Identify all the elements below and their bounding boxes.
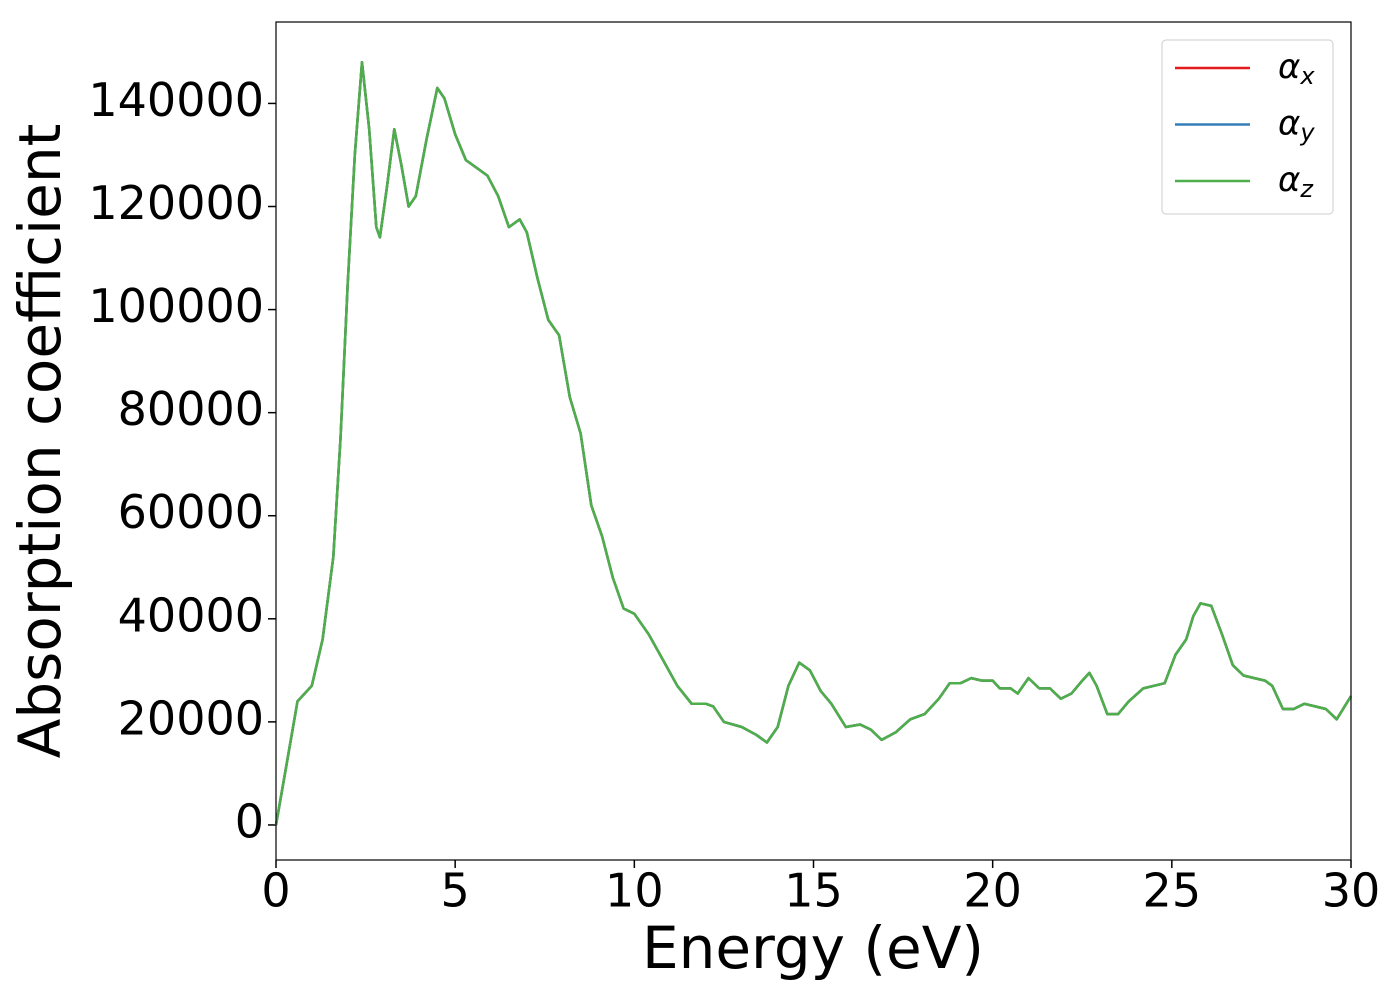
- y-tick-label: 100000: [88, 279, 264, 333]
- x-tick-label: 0: [261, 864, 290, 918]
- y-tick-label: 40000: [118, 588, 264, 642]
- plot-frame: [275, 21, 1352, 861]
- legend-label: αy: [1278, 103, 1315, 147]
- x-tick-label: 25: [1143, 864, 1202, 918]
- y-axis-label: Absorption coefficient: [6, 124, 74, 759]
- legend-box: [1161, 39, 1334, 215]
- y-tick-label: 20000: [118, 691, 264, 745]
- x-tick-label: 30: [1322, 864, 1381, 918]
- x-axis-label: Energy (eV): [642, 914, 984, 982]
- x-tick-label: 5: [441, 864, 470, 918]
- y-tick-label: 80000: [118, 382, 264, 436]
- x-tick-label: 15: [784, 864, 843, 918]
- x-tick-label: 10: [605, 864, 664, 918]
- x-tick-label: 20: [963, 864, 1022, 918]
- legend-label: αx: [1278, 47, 1315, 91]
- y-tick-label: 120000: [88, 176, 264, 230]
- y-tick-label: 0: [235, 794, 264, 848]
- legend-label: αz: [1278, 160, 1314, 204]
- y-tick-label: 60000: [118, 485, 264, 539]
- legend: αx αy αz: [1161, 39, 1334, 215]
- y-tick-label: 140000: [88, 73, 264, 127]
- data-line: [274, 60, 1353, 826]
